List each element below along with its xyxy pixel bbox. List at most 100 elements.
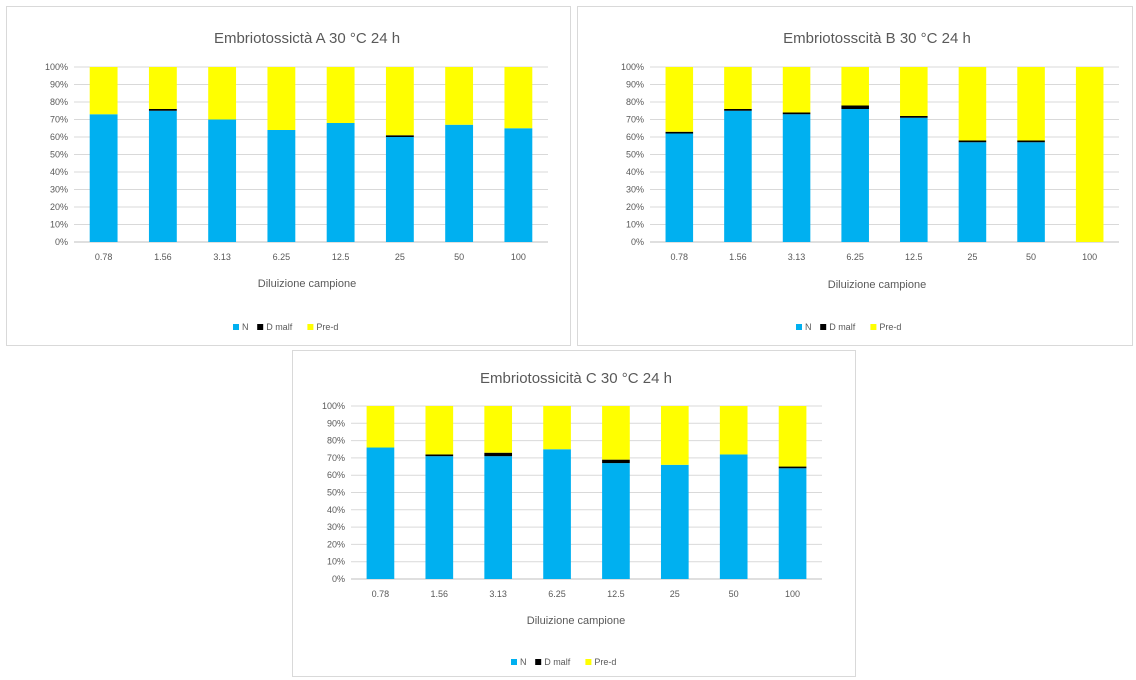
y-tick-label: 80%	[50, 97, 68, 107]
bar-segment-n	[267, 130, 296, 242]
legend-swatch	[511, 659, 517, 665]
y-tick-label: 90%	[327, 418, 345, 428]
x-axis-label: Diluizione campione	[527, 615, 625, 627]
y-tick-label: 30%	[327, 522, 345, 532]
x-tick-label: 100	[511, 252, 526, 262]
y-tick-label: 10%	[50, 220, 68, 230]
y-tick-label: 70%	[626, 115, 644, 125]
x-axis-label: Diluizione campione	[258, 278, 356, 290]
y-tick-label: 60%	[50, 132, 68, 142]
y-tick-label: 40%	[626, 167, 644, 177]
bar-segment-n	[504, 128, 533, 242]
bar-segment-pre-d	[841, 67, 869, 106]
bar-segment-n	[148, 110, 177, 242]
x-tick-label: 12.5	[332, 252, 350, 262]
legend-label: Pre-d	[316, 322, 338, 332]
bar-segment-n	[1017, 142, 1045, 242]
y-tick-label: 40%	[327, 505, 345, 515]
x-tick-label: 25	[395, 252, 405, 262]
bar-segment-d-malf	[782, 112, 811, 115]
y-tick-label: 50%	[50, 150, 68, 160]
bar-segment-pre-d	[504, 67, 533, 129]
bar-segment-d-malf	[148, 109, 177, 111]
bar-segment-n	[543, 449, 571, 579]
bar-segment-n	[366, 447, 395, 579]
bar-segment-pre-d	[719, 406, 748, 455]
legend-label: D malf	[829, 322, 856, 332]
x-tick-label: 6.25	[846, 252, 864, 262]
bar-segment-d-malf	[1017, 140, 1045, 143]
bar-segment-pre-d	[208, 67, 237, 120]
bar-segment-n	[660, 464, 689, 579]
bar-segment-pre-d	[782, 67, 811, 113]
x-tick-label: 100	[1082, 252, 1097, 262]
y-tick-label: 50%	[327, 488, 345, 498]
y-tick-label: 0%	[332, 574, 345, 584]
y-tick-label: 90%	[50, 80, 68, 90]
bar-segment-n	[958, 142, 987, 242]
bar-segment-pre-d	[1075, 67, 1104, 242]
y-tick-label: 30%	[50, 185, 68, 195]
bar-segment-pre-d	[267, 67, 296, 130]
bar-segment-pre-d	[543, 406, 571, 450]
bar-segment-d-malf	[425, 454, 454, 457]
legend-swatch	[585, 659, 592, 665]
y-tick-label: 80%	[626, 97, 644, 107]
bar-segment-pre-d	[958, 67, 987, 141]
chart-b-svg: Embriotosscità B 30 °C 24 h 0% 10% 20% 30% 40…	[621, 30, 1119, 332]
x-tick-label: 0.78	[95, 252, 113, 262]
bar-segment-n	[778, 468, 807, 579]
y-tick-label: 10%	[327, 557, 345, 567]
legend-label: N	[242, 322, 249, 332]
y-tick-label: 40%	[50, 167, 68, 177]
legend-label: D malf	[544, 657, 571, 667]
bar-segment-n	[782, 114, 811, 242]
bar-segment-n	[208, 119, 237, 242]
bar-segment-pre-d	[445, 67, 474, 125]
x-tick-label: 0.78	[671, 252, 689, 262]
x-tick-label: 25	[967, 252, 977, 262]
x-tick-label: 50	[1026, 252, 1036, 262]
x-tick-label: 1.56	[154, 252, 172, 262]
chart-title: Embriotossicità C 30 °C 24 h	[480, 370, 672, 387]
bar-segment-n	[841, 109, 869, 242]
bar-segment-n	[719, 454, 748, 579]
legend-label: Pre-d	[879, 322, 901, 332]
y-tick-label: 50%	[626, 150, 644, 160]
bar-segment-pre-d	[148, 67, 177, 109]
x-axis-label: Diluizione campione	[828, 279, 926, 291]
legend-label: N	[520, 657, 527, 667]
legend-swatch	[307, 324, 314, 330]
x-tick-label: 6.25	[548, 589, 566, 599]
bar-segment-n	[665, 133, 694, 242]
bar-segment-pre-d	[1017, 67, 1045, 141]
chart-a-svg: Embriotossictà A 30 °C 24 h 0% 10% 20% 30% 40…	[45, 30, 548, 332]
x-tick-label: 50	[729, 589, 739, 599]
bar-segment-pre-d	[900, 67, 928, 116]
y-tick-label: 70%	[327, 453, 345, 463]
bar-segment-pre-d	[385, 67, 414, 136]
y-tick-label: 30%	[626, 185, 644, 195]
legend-swatch	[870, 324, 877, 330]
legend-swatch	[257, 324, 264, 330]
x-tick-label: 3.13	[213, 252, 231, 262]
bar-segment-n	[385, 137, 414, 242]
bar-segment-pre-d	[665, 67, 694, 132]
chart-panel-b: Embriotosscità B 30 °C 24 h 0% 10% 20% 30% 40…	[577, 6, 1133, 346]
bar-segment-pre-d	[326, 67, 355, 123]
bar-segment-pre-d	[602, 406, 630, 460]
bar-segment-d-malf	[484, 452, 513, 457]
chart-panel-c: Embriotossicità C 30 °C 24 h 0% 10% 20% 30% 4…	[292, 350, 856, 677]
x-tick-label: 1.56	[431, 589, 449, 599]
legend-label: Pre-d	[594, 657, 616, 667]
chart-c-svg: Embriotossicità C 30 °C 24 h 0% 10% 20% 30% 4…	[322, 370, 822, 667]
bar-segment-n	[445, 124, 474, 242]
bar-segment-n	[484, 456, 513, 579]
bar-segment-d-malf	[778, 466, 807, 469]
x-tick-label: 25	[670, 589, 680, 599]
legend-swatch	[820, 324, 827, 330]
bar-segment-n	[89, 114, 118, 242]
bar-segment-d-malf	[958, 140, 987, 143]
bar-segment-pre-d	[724, 67, 752, 109]
x-tick-label: 3.13	[489, 589, 507, 599]
